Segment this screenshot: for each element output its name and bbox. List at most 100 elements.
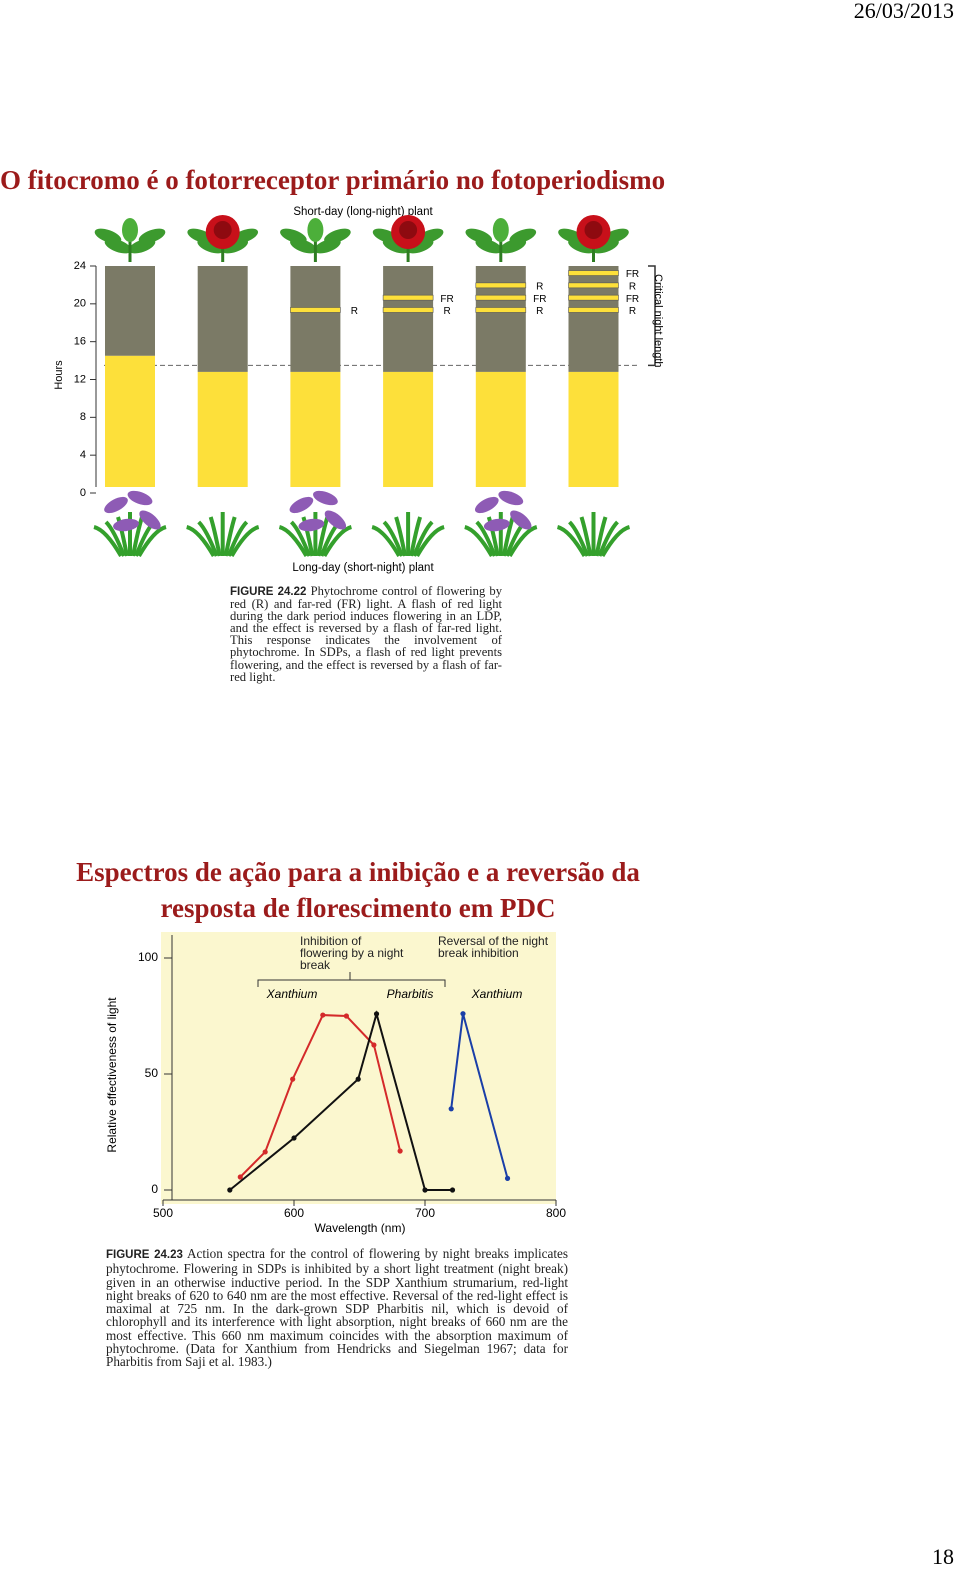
iris bbox=[104, 496, 128, 514]
grass bbox=[394, 516, 408, 557]
grass bbox=[501, 516, 515, 557]
flash-stripe bbox=[568, 307, 619, 313]
iris bbox=[313, 490, 338, 506]
series-label: Xanthium bbox=[471, 987, 523, 1001]
data-point bbox=[343, 1013, 349, 1019]
day-segment bbox=[105, 355, 155, 487]
flash-label: FR bbox=[440, 294, 453, 305]
annotation: Reversal of the night break inhibition bbox=[438, 934, 549, 960]
grass bbox=[104, 520, 126, 557]
data-point bbox=[320, 1012, 326, 1018]
grass bbox=[278, 525, 309, 557]
caption: FIGURE 24.22 Phytochrome control of flow… bbox=[230, 585, 502, 683]
grass bbox=[600, 525, 631, 557]
grass bbox=[131, 516, 144, 557]
data-point bbox=[448, 1106, 454, 1112]
caption-label: FIGURE 24.23 bbox=[106, 1249, 183, 1261]
flower bbox=[213, 221, 232, 239]
caption-text: Action spectra for the control of flower… bbox=[106, 1246, 568, 1370]
leaf bbox=[307, 218, 324, 242]
night-segment bbox=[197, 266, 248, 372]
grass bbox=[508, 525, 538, 557]
grass bbox=[568, 520, 590, 557]
grass bbox=[186, 525, 216, 557]
grass bbox=[197, 520, 219, 557]
leaf bbox=[492, 218, 509, 242]
caption-label: FIGURE 24.22 bbox=[230, 586, 307, 598]
grass bbox=[486, 516, 500, 557]
flash-stripe bbox=[382, 294, 434, 301]
iris bbox=[298, 518, 325, 532]
flash-stripe bbox=[568, 294, 619, 301]
data-point bbox=[290, 1076, 296, 1082]
flash-stripe bbox=[568, 282, 619, 289]
axis-title: Wavelength (nm) bbox=[315, 1221, 406, 1235]
grass bbox=[556, 525, 587, 557]
figure-label: Long-day (short-night) plant bbox=[292, 562, 434, 574]
grass bbox=[597, 520, 619, 557]
leaf bbox=[406, 238, 434, 254]
leaf bbox=[122, 218, 138, 242]
brace bbox=[257, 972, 446, 987]
leaf bbox=[499, 238, 527, 254]
iris bbox=[498, 490, 524, 506]
figure-label: Short-day (long-night) plant bbox=[293, 206, 433, 218]
flash-label: FR bbox=[626, 269, 639, 280]
grass bbox=[464, 525, 494, 557]
night-segment bbox=[290, 266, 341, 372]
data-point bbox=[460, 1011, 466, 1017]
leaf bbox=[128, 238, 156, 254]
grass bbox=[208, 516, 222, 557]
date: 26/03/2013 bbox=[853, 0, 954, 23]
data-point bbox=[227, 1187, 233, 1193]
plot-area bbox=[161, 932, 556, 1204]
iris bbox=[289, 496, 314, 514]
night-segment bbox=[383, 266, 434, 372]
grass bbox=[475, 520, 497, 557]
grass bbox=[137, 525, 167, 557]
flash-label: FR bbox=[626, 294, 639, 305]
leaf bbox=[314, 238, 341, 254]
day-segment bbox=[290, 371, 341, 487]
x-tick-label: 700 bbox=[415, 1206, 435, 1220]
day-segment bbox=[197, 371, 248, 487]
iris bbox=[127, 490, 153, 506]
caption: FIGURE 24.23 Action spectra for the cont… bbox=[106, 1247, 568, 1369]
flash-stripe bbox=[475, 282, 527, 289]
flash-stripe bbox=[290, 307, 341, 313]
page-number: 18 bbox=[932, 1544, 954, 1569]
leaf bbox=[475, 238, 503, 254]
data-point bbox=[504, 1175, 511, 1181]
y-tick-label: 50 bbox=[145, 1066, 159, 1080]
y-tick-label: 4 bbox=[80, 449, 86, 461]
flower bbox=[399, 221, 418, 239]
iris bbox=[510, 510, 532, 530]
grass bbox=[316, 516, 330, 557]
grass bbox=[93, 525, 123, 557]
grass bbox=[226, 520, 249, 557]
leaf bbox=[197, 238, 225, 254]
grass bbox=[415, 525, 445, 557]
heading: Espectros de ação para a inibição e a re… bbox=[76, 857, 640, 923]
iris bbox=[139, 510, 161, 530]
heading: O fitocromo é o fotorreceptor primário n… bbox=[0, 165, 666, 195]
iris bbox=[324, 510, 347, 530]
iris bbox=[474, 496, 499, 514]
grass bbox=[322, 525, 353, 557]
annotation: Inhibition of flowering by a night break bbox=[300, 934, 404, 972]
series-line bbox=[229, 1010, 453, 1191]
axis-title: Hours bbox=[53, 360, 65, 390]
x-tick-label: 500 bbox=[153, 1206, 173, 1220]
x-tick-label: 800 bbox=[546, 1206, 566, 1220]
y-tick-label: 0 bbox=[151, 1182, 158, 1196]
grass bbox=[371, 525, 401, 557]
iris bbox=[483, 518, 510, 532]
flash-label: R bbox=[351, 306, 358, 317]
grass bbox=[412, 520, 434, 557]
series-label: Pharbitis bbox=[387, 987, 434, 1001]
grass bbox=[382, 520, 404, 557]
y-tick-label: 0 bbox=[80, 487, 86, 499]
flash-label: R bbox=[443, 306, 450, 317]
